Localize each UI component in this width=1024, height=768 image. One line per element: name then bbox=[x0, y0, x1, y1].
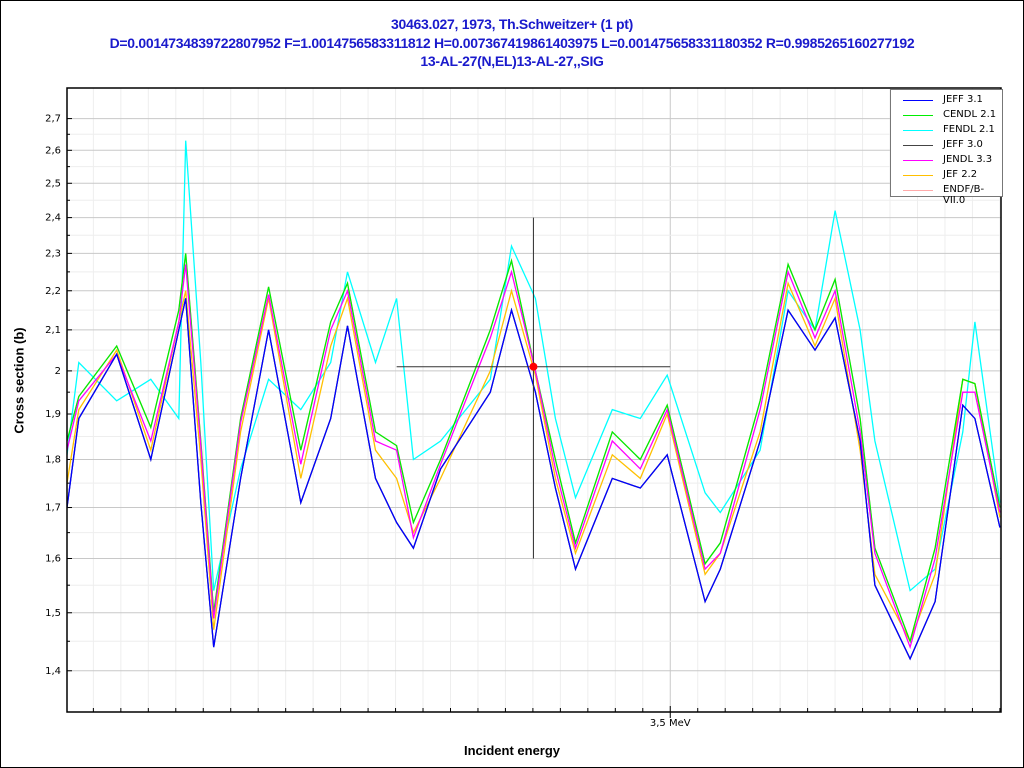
legend-label: JEFF 3.0 bbox=[943, 139, 983, 150]
y-tick-label: 1,7 bbox=[45, 503, 61, 514]
legend-item: CENDL 2.1 bbox=[897, 108, 1002, 123]
series-line-fendl-2-1 bbox=[67, 140, 1001, 592]
legend-item: JENDL 3.3 bbox=[897, 153, 1002, 168]
y-tick-label: 1,8 bbox=[45, 454, 61, 465]
x-tick-label: 3,5 MeV bbox=[650, 718, 691, 729]
legend-swatch bbox=[903, 100, 933, 101]
y-axis-label: Cross section (b) bbox=[11, 327, 27, 434]
legend-item: JEFF 3.1 bbox=[897, 93, 1002, 108]
legend-item: ENDF/B-VII.0 bbox=[897, 183, 1002, 206]
series-line-jef-2-2 bbox=[67, 280, 1001, 643]
y-tick-label: 1,6 bbox=[45, 554, 61, 565]
legend-swatch bbox=[903, 130, 933, 131]
legend-label: JEF 2.2 bbox=[943, 169, 978, 180]
legend-item: JEF 2.2 bbox=[897, 168, 1002, 183]
legend-label: JENDL 3.3 bbox=[943, 154, 993, 165]
y-tick-label: 2,6 bbox=[45, 145, 61, 156]
legend-label: FENDL 2.1 bbox=[943, 124, 995, 135]
legend-swatch bbox=[903, 145, 933, 146]
y-tick-label: 2,4 bbox=[45, 213, 61, 224]
series-line-jeff-3-1 bbox=[67, 298, 1001, 661]
chart-title: 30463.027, 1973, Th.Schweitzer+ (1 pt) bbox=[391, 16, 633, 32]
legend-label: CENDL 2.1 bbox=[943, 109, 997, 120]
legend-label: ENDF/B-VII.0 bbox=[943, 184, 985, 206]
legend-swatch bbox=[903, 160, 933, 161]
legend-swatch bbox=[903, 190, 933, 191]
fit-parameters: D=0.0014734839722807952 F=1.001475658331… bbox=[109, 35, 915, 51]
y-tick-label: 2 bbox=[55, 366, 61, 377]
experimental-data-point bbox=[529, 362, 538, 371]
y-tick-label: 2,5 bbox=[45, 178, 61, 189]
legend-swatch bbox=[903, 115, 933, 116]
legend: JEFF 3.1 CENDL 2.1 FENDL 2.1 JEFF 3.0 JE… bbox=[890, 89, 1003, 206]
y-tick-label: 2,3 bbox=[45, 248, 61, 259]
plot-frame bbox=[66, 87, 1002, 713]
reaction-label: 13-AL-27(N,EL)13-AL-27,,SIG bbox=[420, 53, 604, 69]
legend-label: JEFF 3.1 bbox=[943, 94, 983, 105]
y-tick-label: 1,5 bbox=[45, 608, 61, 619]
series-line-jendl-3-3 bbox=[67, 264, 1001, 650]
y-tick-label: 2,1 bbox=[45, 325, 61, 336]
y-tick-label: 1,4 bbox=[45, 666, 61, 677]
legend-swatch bbox=[903, 175, 933, 176]
legend-item: JEFF 3.0 bbox=[897, 138, 1002, 153]
y-tick-label: 2,7 bbox=[45, 114, 61, 125]
y-tick-label: 1,9 bbox=[45, 409, 61, 420]
legend-item: FENDL 2.1 bbox=[897, 123, 1002, 138]
x-axis-label: Incident energy bbox=[463, 743, 561, 758]
y-tick-label: 2,2 bbox=[45, 286, 61, 297]
